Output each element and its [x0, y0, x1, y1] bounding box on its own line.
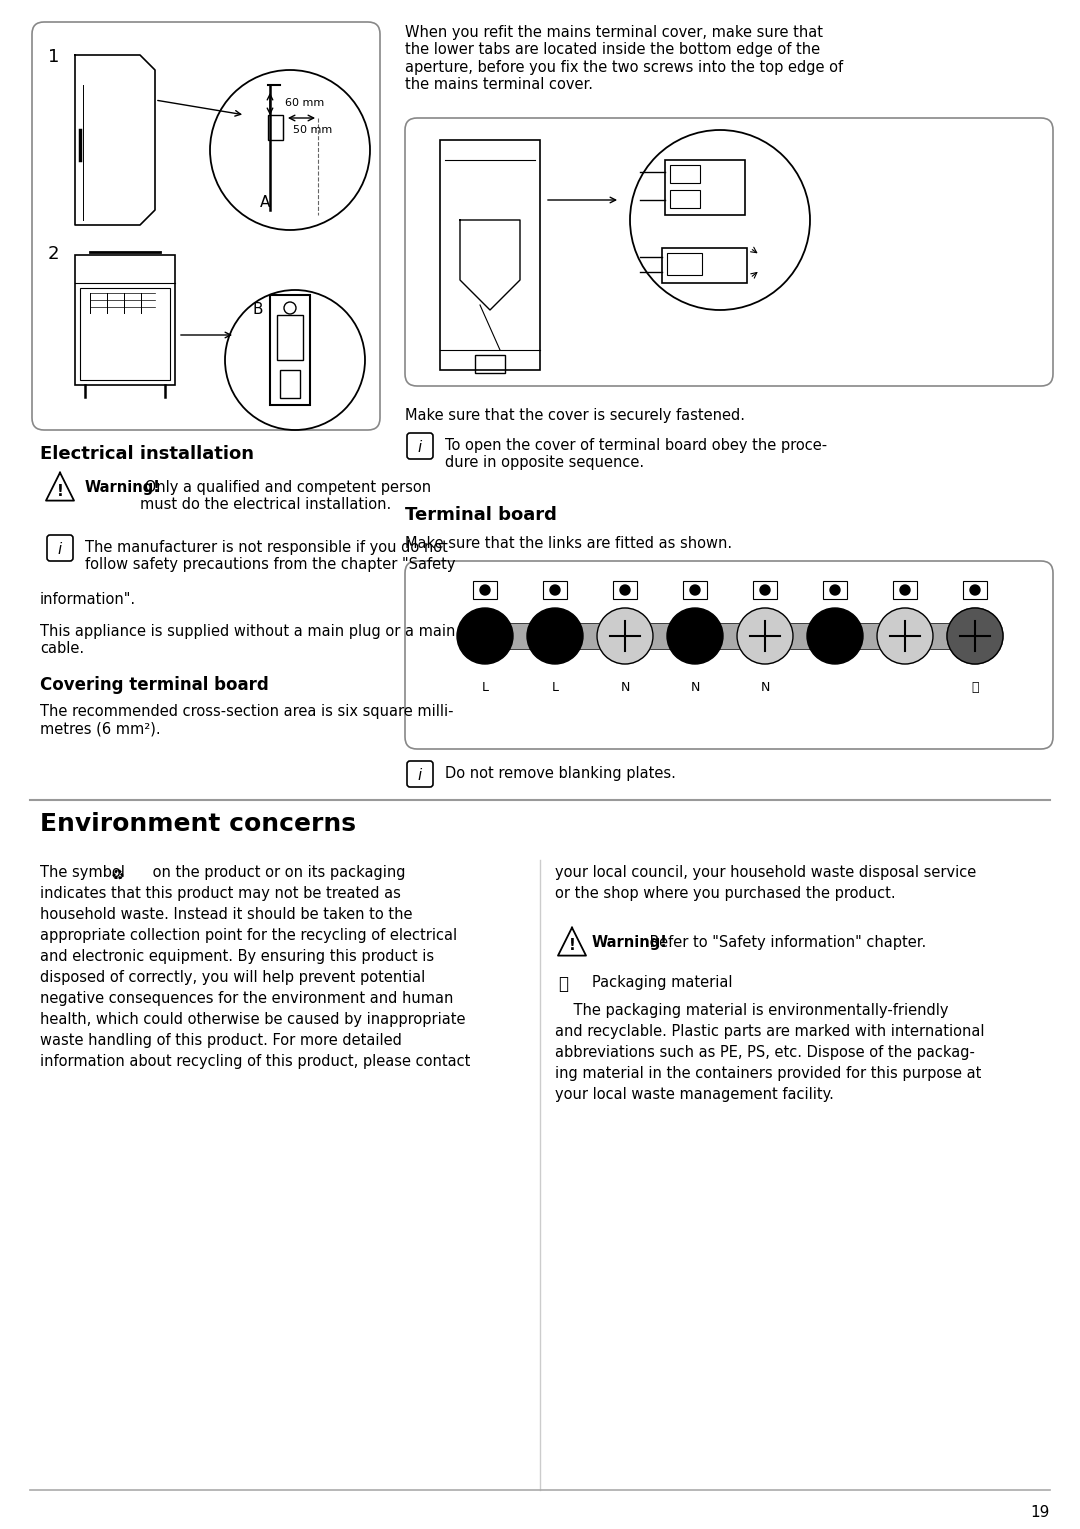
Bar: [276, 315, 303, 359]
Circle shape: [970, 586, 980, 595]
Text: Do not remove blanking plates.: Do not remove blanking plates.: [445, 766, 676, 781]
Circle shape: [900, 586, 910, 595]
Text: To open the cover of terminal board obey the proce-
dure in opposite sequence.: To open the cover of terminal board obey…: [445, 437, 827, 471]
Circle shape: [597, 609, 653, 664]
Bar: [490, 622, 538, 648]
Text: Terminal board: Terminal board: [405, 506, 557, 524]
Text: Covering terminal board: Covering terminal board: [40, 676, 269, 694]
Bar: [823, 581, 847, 599]
Text: Environment concerns: Environment concerns: [40, 812, 356, 836]
Bar: [280, 370, 300, 398]
Text: i: i: [58, 541, 63, 557]
Circle shape: [737, 609, 793, 664]
Bar: [630, 622, 678, 648]
Text: L: L: [482, 680, 488, 694]
Polygon shape: [46, 472, 75, 500]
Text: 🛒: 🛒: [558, 976, 568, 992]
Bar: [963, 581, 987, 599]
Bar: [543, 581, 567, 599]
Text: N: N: [620, 680, 630, 694]
Text: your local council, your household waste disposal service
or the shop where you : your local council, your household waste…: [555, 865, 976, 901]
Bar: [613, 581, 637, 599]
Text: Make sure that the links are fitted as shown.: Make sure that the links are fitted as s…: [405, 537, 732, 550]
Bar: [665, 161, 745, 216]
Bar: [753, 581, 777, 599]
Text: The manufacturer is not responsible if you do not
follow safety precautions from: The manufacturer is not responsible if y…: [85, 540, 456, 572]
Text: B: B: [253, 303, 264, 318]
Circle shape: [620, 586, 630, 595]
Text: The packaging material is environmentally-friendly
and recyclable. Plastic parts: The packaging material is environmentall…: [555, 1003, 985, 1102]
Circle shape: [807, 609, 863, 664]
Circle shape: [947, 609, 1003, 664]
Circle shape: [760, 586, 770, 595]
Text: 1: 1: [48, 47, 59, 66]
Text: 2: 2: [48, 245, 59, 263]
Text: Refer to "Safety information" chapter.: Refer to "Safety information" chapter.: [645, 936, 927, 950]
Circle shape: [831, 586, 840, 595]
Bar: [667, 252, 702, 275]
Text: Only a qualified and competent person
must do the electrical installation.: Only a qualified and competent person mu…: [140, 480, 431, 512]
Text: i: i: [418, 439, 422, 454]
Bar: [270, 295, 310, 405]
Bar: [770, 622, 818, 648]
Polygon shape: [558, 928, 586, 956]
Bar: [440, 141, 540, 370]
FancyBboxPatch shape: [48, 535, 73, 561]
Bar: [473, 581, 497, 599]
Text: ♻: ♻: [111, 868, 125, 884]
Bar: [561, 622, 608, 648]
Text: information".: information".: [40, 592, 136, 607]
Bar: [840, 622, 888, 648]
Bar: [75, 255, 175, 385]
Text: The symbol      on the product or on its packaging
indicates that this product m: The symbol on the product or on its pack…: [40, 865, 471, 1069]
Text: Warning!: Warning!: [85, 480, 161, 495]
Text: This appliance is supplied without a main plug or a main
cable.: This appliance is supplied without a mai…: [40, 624, 456, 656]
Bar: [80, 287, 170, 381]
Text: The recommended cross-section area is six square milli-
metres (6 mm²).: The recommended cross-section area is si…: [40, 703, 454, 737]
Text: 19: 19: [1030, 1505, 1050, 1520]
Text: N: N: [690, 680, 700, 694]
Text: When you refit the mains terminal cover, make sure that
the lower tabs are locat: When you refit the mains terminal cover,…: [405, 24, 843, 92]
Text: A: A: [260, 196, 270, 209]
Bar: [700, 622, 748, 648]
Text: ⏚: ⏚: [971, 680, 978, 694]
Text: Packaging material: Packaging material: [592, 976, 732, 989]
Bar: [670, 165, 700, 183]
Text: 60 mm: 60 mm: [285, 98, 324, 109]
Circle shape: [527, 609, 583, 664]
Text: Warning!: Warning!: [592, 936, 667, 950]
Circle shape: [667, 609, 723, 664]
Text: i: i: [418, 768, 422, 783]
Circle shape: [480, 586, 490, 595]
Text: !: !: [568, 939, 576, 954]
Bar: [670, 190, 700, 208]
Bar: [268, 115, 283, 141]
Text: L: L: [552, 680, 558, 694]
Text: Electrical installation: Electrical installation: [40, 445, 254, 463]
Text: !: !: [56, 483, 64, 498]
Bar: [893, 581, 917, 599]
Text: Make sure that the cover is securely fastened.: Make sure that the cover is securely fas…: [405, 408, 745, 424]
Bar: [475, 355, 505, 373]
Text: 50 mm: 50 mm: [293, 125, 333, 135]
Circle shape: [690, 586, 700, 595]
Circle shape: [550, 586, 561, 595]
FancyBboxPatch shape: [407, 761, 433, 787]
Bar: [662, 248, 747, 283]
FancyBboxPatch shape: [407, 433, 433, 459]
Circle shape: [457, 609, 513, 664]
Text: N: N: [760, 680, 770, 694]
Circle shape: [877, 609, 933, 664]
Bar: [910, 622, 958, 648]
Bar: [683, 581, 707, 599]
